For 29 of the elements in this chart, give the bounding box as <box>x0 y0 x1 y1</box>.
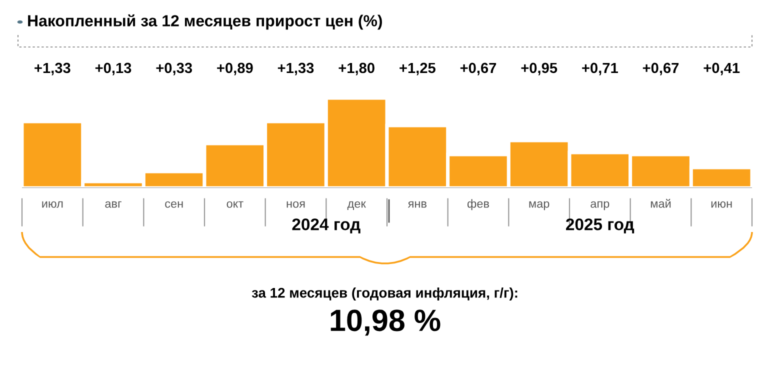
chart-title: Накопленный за 12 месяцев прирост цен (%) <box>28 14 382 30</box>
x-tick-label: янв <box>408 201 426 208</box>
data-label: +0,95 <box>521 62 558 76</box>
data-label: +0,13 <box>95 62 132 76</box>
data-label: +1,80 <box>338 62 374 76</box>
x-tick-label: май <box>650 198 671 208</box>
x-tick-label: июн <box>711 201 732 208</box>
data-label: +0,67 <box>460 62 496 76</box>
data-label: +0,71 <box>582 62 618 76</box>
x-tick-label: ноя <box>286 201 305 208</box>
x-tick-label: мар <box>529 201 550 210</box>
x-tick-label: дек <box>347 201 366 210</box>
data-label: +1,25 <box>400 62 436 76</box>
x-tick-label: апр <box>590 201 610 210</box>
x-tick-label: фев <box>467 199 490 210</box>
data-label: +1,33 <box>34 62 70 76</box>
text: за 12 месяцев (годовая инфляция, г/г): <box>252 288 518 300</box>
data-label: +0,67 <box>642 62 679 76</box>
data-label: +0,89 <box>217 62 253 76</box>
x-tick-label: окт <box>226 201 244 208</box>
x-tick-label: июл <box>42 201 63 208</box>
x-tick-label: авг <box>105 201 122 208</box>
text: 2024 год <box>292 218 360 234</box>
text: 2025 год <box>566 218 634 234</box>
data-label: +0,41 <box>704 62 740 76</box>
data-label: +1,33 <box>278 62 314 76</box>
data-label: +0,33 <box>156 62 192 76</box>
x-tick-label: сен <box>165 201 183 208</box>
text: 10,98 % <box>330 310 440 336</box>
